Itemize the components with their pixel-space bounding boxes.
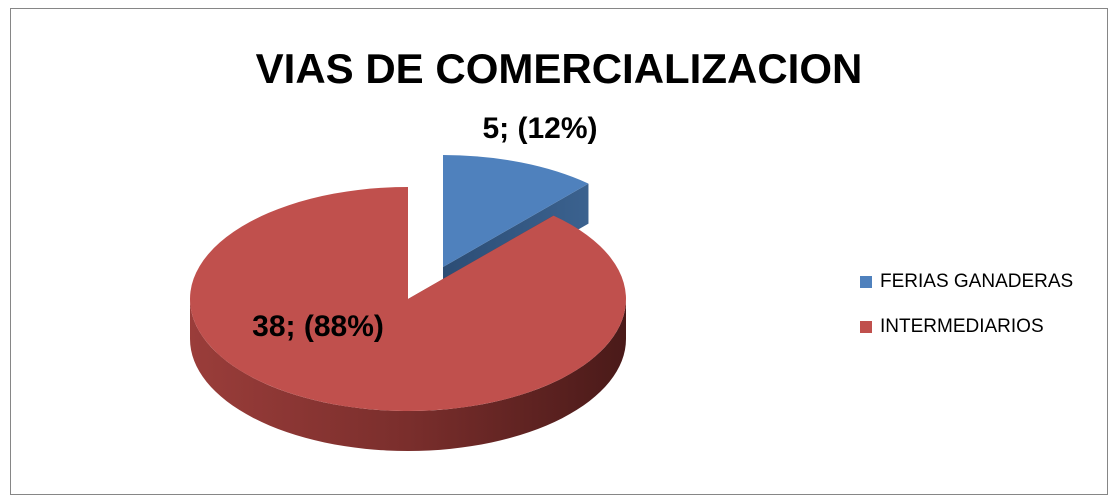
- data-label: 38; (88%): [252, 310, 384, 343]
- legend-swatch: [860, 321, 872, 333]
- data-label: 5; (12%): [482, 112, 597, 145]
- slice: [190, 187, 626, 411]
- slice-side: [190, 299, 626, 451]
- chart-title: VIAS DE COMERCIALIZACION: [256, 45, 863, 92]
- legend-label: FERIAS GANADERAS: [880, 271, 1073, 292]
- legend-label: INTERMEDIARIOS: [880, 316, 1044, 337]
- slice: [443, 155, 589, 267]
- legend-swatch: [860, 276, 872, 288]
